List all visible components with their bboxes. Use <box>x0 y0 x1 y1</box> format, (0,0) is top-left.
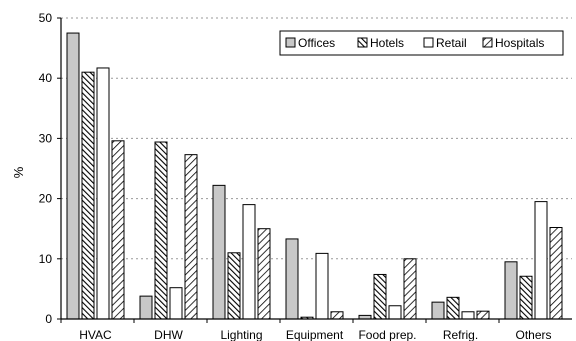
legend-swatch-hotels <box>357 37 368 48</box>
bar-offices-0 <box>66 32 80 320</box>
x-tick-label: Others <box>515 328 551 341</box>
bar-hospitals-3 <box>330 311 344 320</box>
bar-offices-6 <box>504 261 518 320</box>
y-tick-label: 40 <box>39 71 53 85</box>
legend-label-hospitals: Hospitals <box>495 36 544 50</box>
x-tick-label: Lighting <box>220 328 262 341</box>
y-axis-title: % <box>11 166 26 178</box>
bar-retail-5 <box>461 311 475 320</box>
legend: Offices Hotels Retail Hospitals <box>279 30 564 56</box>
bar-retail-6 <box>534 201 548 320</box>
bar-hotels-2 <box>227 252 241 320</box>
y-tick-label: 30 <box>39 131 53 145</box>
x-tick-label: HVAC <box>79 328 112 341</box>
bar-retail-0 <box>96 67 110 320</box>
legend-label-retail: Retail <box>436 36 467 50</box>
axes: 0 10 20 30 40 50 HVAC DHW Lighting Equipment Food … <box>11 11 572 341</box>
bar-hospitals-0 <box>111 140 125 320</box>
bar-hospitals-2 <box>257 228 271 320</box>
gridlines <box>61 17 572 260</box>
x-tick-label: Food prep. <box>358 328 416 341</box>
bar-offices-2 <box>212 184 226 320</box>
bar-hospitals-6 <box>549 226 563 320</box>
bar-retail-3 <box>315 252 329 320</box>
y-tick-label: 10 <box>39 252 53 266</box>
legend-swatch-hospitals <box>482 37 493 48</box>
x-tick-label: Refrig. <box>443 328 478 341</box>
y-tick-label: 50 <box>39 11 53 25</box>
bar-hospitals-1 <box>184 154 198 320</box>
bar-hospitals-5 <box>476 310 490 320</box>
x-tick-label: DHW <box>154 328 183 341</box>
y-tick-label: 0 <box>45 312 52 326</box>
bars <box>66 32 563 320</box>
legend-label-offices: Offices <box>298 36 335 50</box>
legend-box <box>279 30 564 56</box>
legend-swatch-retail <box>423 37 434 48</box>
bar-hospitals-4 <box>403 258 417 320</box>
bar-retail-2 <box>242 204 256 320</box>
bar-hotels-6 <box>519 275 533 320</box>
bar-offices-5 <box>431 301 445 320</box>
legend-swatch-offices <box>285 37 296 48</box>
bar-offices-3 <box>285 238 299 320</box>
bar-hotels-0 <box>81 71 95 320</box>
legend-label-hotels: Hotels <box>370 36 404 50</box>
x-tick-label: Equipment <box>286 328 344 341</box>
bar-retail-1 <box>169 287 183 320</box>
bar-hotels-5 <box>446 296 460 320</box>
y-tick-label: 20 <box>39 192 53 206</box>
bar-hotels-1 <box>154 141 168 320</box>
bar-retail-4 <box>388 305 402 320</box>
bar-hotels-4 <box>373 273 387 320</box>
bar-offices-1 <box>139 295 153 320</box>
